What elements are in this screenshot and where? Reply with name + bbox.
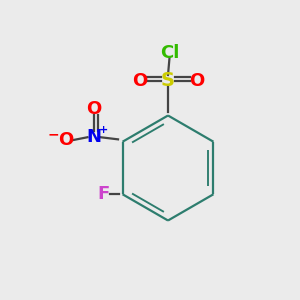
Text: O: O [132, 72, 147, 90]
Text: −: − [47, 128, 59, 142]
Text: S: S [161, 71, 175, 91]
Text: Cl: Cl [160, 44, 179, 62]
Text: N: N [86, 128, 101, 146]
Text: O: O [86, 100, 102, 118]
Text: O: O [58, 131, 73, 149]
Text: +: + [99, 125, 108, 135]
Text: F: F [97, 185, 109, 203]
Text: O: O [189, 72, 204, 90]
